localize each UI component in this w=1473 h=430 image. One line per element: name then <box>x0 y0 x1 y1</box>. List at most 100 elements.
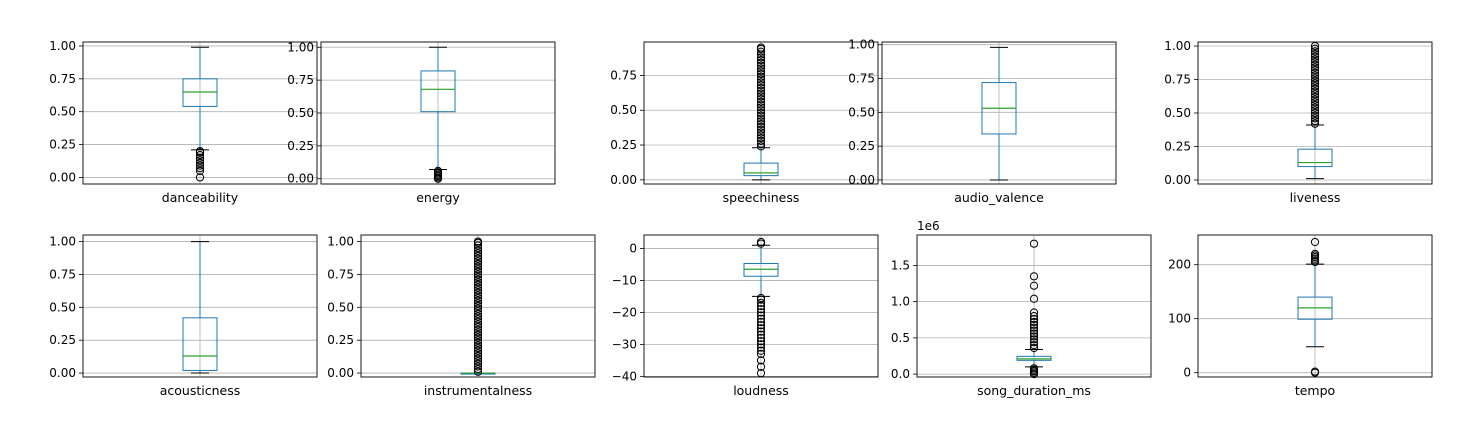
outlier-point <box>473 244 483 253</box>
outlier-point <box>756 106 766 115</box>
outlier-point <box>195 166 205 175</box>
subplot-danceability: 0.00 0.25 0.50 0.75 1.00 danceability <box>49 39 318 205</box>
y-tick-label: −10 <box>612 273 637 287</box>
outlier-point <box>1310 63 1320 72</box>
outlier-point <box>1310 111 1320 120</box>
outlier-point <box>1029 308 1039 317</box>
outlier-point <box>1029 341 1039 350</box>
outlier-point <box>473 241 483 250</box>
x-axis-label: song_duration_ms <box>977 383 1091 398</box>
outlier-point <box>756 122 766 132</box>
subplot-liveness: 0.00 0.25 0.50 0.75 1.00 liveness <box>1164 39 1433 205</box>
outlier-point <box>195 164 205 173</box>
outlier-point <box>473 304 483 313</box>
outlier-point <box>473 322 483 332</box>
outlier-point <box>473 320 483 329</box>
outlier-point <box>473 333 483 342</box>
x-axis-label: loudness <box>733 383 789 398</box>
outlier-point <box>1310 237 1320 247</box>
outlier-point <box>473 249 483 258</box>
outlier-point <box>1029 312 1039 321</box>
outlier-point <box>195 156 205 165</box>
box-iqr <box>182 78 218 107</box>
outlier-point <box>756 346 766 355</box>
outlier-point <box>1310 95 1320 104</box>
y-tick-label: −20 <box>612 305 637 319</box>
y-tick-label: 0.50 <box>49 300 76 314</box>
outlier-point <box>756 349 766 359</box>
outlier-point <box>473 299 483 308</box>
outlier-point <box>473 367 483 376</box>
outlier-point <box>1310 47 1320 56</box>
outlier-point <box>473 349 483 358</box>
outlier-point <box>756 343 766 352</box>
y-tick-label: 0.25 <box>287 139 314 153</box>
outlier-point <box>473 343 483 353</box>
outlier-point <box>1310 52 1320 61</box>
axes-frame <box>82 234 318 378</box>
axes-frame <box>320 41 556 185</box>
outlier-point <box>1029 323 1039 332</box>
outlier-point <box>1029 364 1039 373</box>
outlier-point <box>756 308 766 317</box>
outlier-point <box>473 312 483 321</box>
outlier-point <box>473 262 483 271</box>
outlier-point <box>473 280 483 290</box>
axis-offset-text: 1e6 <box>917 219 940 233</box>
outlier-point <box>1310 119 1320 128</box>
y-tick-label: 0.50 <box>287 106 314 120</box>
outlier-point <box>756 94 766 104</box>
axes-frame <box>916 234 1152 378</box>
outlier-point <box>1310 90 1320 99</box>
box-iqr <box>743 262 779 277</box>
outlier-point <box>473 257 483 266</box>
outlier-point <box>1029 326 1039 335</box>
outlier-point <box>1310 68 1320 77</box>
outlier-point <box>756 362 766 371</box>
y-tick-label: 0.75 <box>287 73 314 87</box>
outlier-point <box>756 356 766 365</box>
outlier-point <box>473 270 483 279</box>
outlier-point <box>1310 60 1320 69</box>
outlier-point <box>756 321 766 330</box>
outlier-point <box>473 317 483 326</box>
outlier-point <box>473 275 483 284</box>
outlier-point <box>473 315 483 324</box>
outlier-point <box>756 83 766 93</box>
subplot-instrumentalness: 0.00 0.25 0.50 0.75 1.00 instrumentalness <box>327 234 596 398</box>
box-iqr <box>1297 148 1333 168</box>
y-tick-label: 0.25 <box>49 138 76 152</box>
box-iqr <box>743 162 779 177</box>
outlier-point <box>756 125 766 134</box>
axes-frame <box>643 234 879 378</box>
outlier-point <box>1310 98 1320 107</box>
y-tick-label: 1.00 <box>287 40 314 54</box>
outlier-point <box>1310 114 1320 123</box>
outlier-point <box>756 67 766 76</box>
subplot-acousticness: 0.00 0.25 0.50 0.75 1.00 acousticness <box>49 234 318 398</box>
outlier-point <box>473 237 483 246</box>
outlier-point <box>756 237 766 247</box>
y-tick-label: 0.00 <box>287 172 314 186</box>
y-tick-label: −30 <box>612 337 637 351</box>
outlier-point <box>1029 332 1039 341</box>
y-tick-label: 1.00 <box>49 235 76 249</box>
outlier-point <box>756 340 766 349</box>
y-tick-label: 0.00 <box>1164 173 1191 187</box>
outlier-point <box>1310 106 1320 115</box>
axes-frame <box>1197 234 1433 378</box>
outlier-point <box>756 327 766 336</box>
outlier-point <box>756 89 766 98</box>
y-tick-label: 0.75 <box>610 68 637 82</box>
outlier-point <box>1310 66 1320 75</box>
subplot-speechiness: 0.00 0.25 0.50 0.75 speechiness <box>610 41 879 205</box>
outlier-point <box>473 338 483 347</box>
y-tick-label: −40 <box>612 369 637 383</box>
outlier-point <box>473 346 483 355</box>
outlier-point <box>1029 317 1039 327</box>
outlier-point <box>473 283 483 292</box>
y-tick-label: 0.00 <box>848 173 875 187</box>
outlier-point <box>756 53 766 62</box>
y-tick-label: 1.00 <box>848 38 875 52</box>
